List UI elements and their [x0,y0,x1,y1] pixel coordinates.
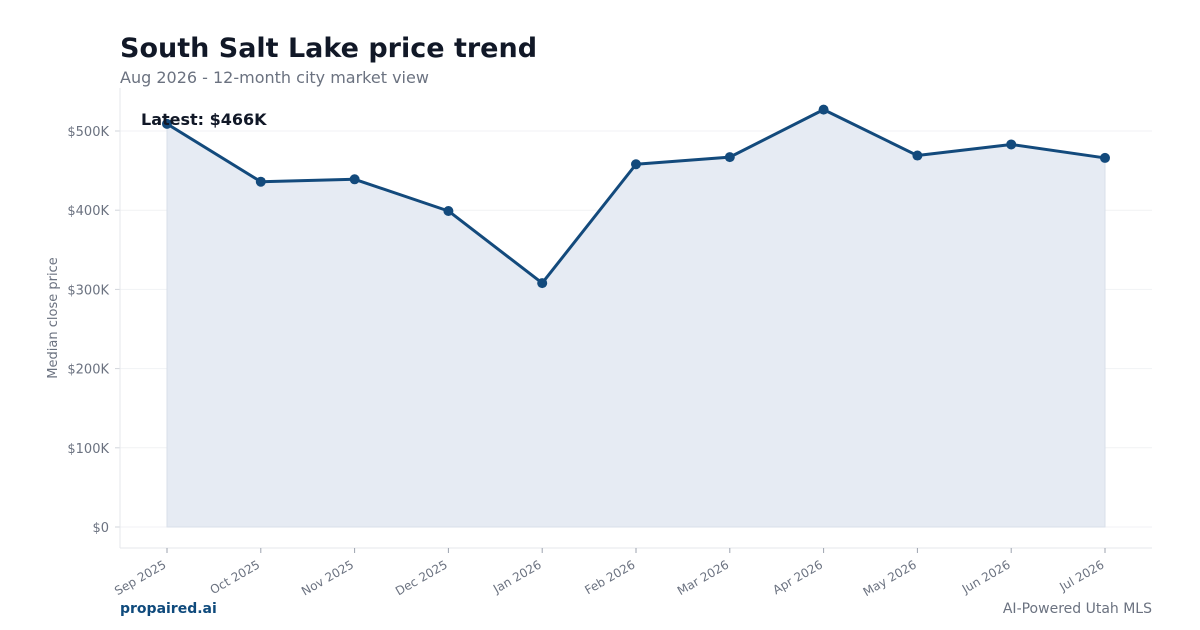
data-points [162,104,1110,289]
data-point[interactable] [818,104,829,115]
data-point[interactable] [912,150,923,161]
x-tick-label: Nov 2025 [299,557,356,598]
x-tick-label: Jun 2026 [959,557,1013,596]
x-tick-label: Jul 2026 [1056,557,1106,594]
y-tick-labels: $0 $100K $200K $300K $400K $500K [67,125,109,536]
x-tick-label: Sep 2025 [112,557,168,598]
chart-subtitle: Aug 2026 - 12-month city market view [120,68,429,87]
data-point[interactable] [537,278,548,289]
data-point[interactable] [1100,152,1110,163]
y-tick-label: $0 [92,521,109,536]
x-tick-label: Mar 2026 [675,557,731,598]
area-fill-layer [166,109,1106,528]
data-point[interactable] [162,118,172,129]
x-tick-label: May 2026 [861,557,919,599]
area-fill [166,109,1106,528]
chart-title: South Salt Lake price trend [120,33,538,64]
y-tick-label: $500K [67,125,109,140]
data-point[interactable] [631,159,641,170]
latest-value-annotation: Latest: $466K [141,110,267,129]
y-tick-label: $100K [67,442,109,457]
x-tick-label: Jan 2026 [490,557,544,596]
data-point[interactable] [255,176,266,187]
axes [115,88,1152,553]
x-tick-labels: Sep 2025 Oct 2025 Nov 2025 Dec 2025 Jan 2026… [112,557,1106,599]
x-tick-label: Dec 2025 [393,557,450,598]
x-tick-label: Oct 2025 [208,557,263,597]
y-axis-label: Median close price [46,257,61,378]
data-point[interactable] [349,174,360,185]
data-point[interactable] [724,152,735,163]
y-tick-label: $200K [67,363,109,378]
y-tick-label: $300K [67,283,109,298]
footer-tagline: AI-Powered Utah MLS [1002,601,1152,617]
data-point[interactable] [1006,139,1017,150]
y-tick-label: $400K [67,204,109,219]
x-tick-label: Feb 2026 [582,557,637,597]
x-tick-label: Apr 2026 [770,557,825,597]
data-point[interactable] [443,205,454,216]
footer-brand[interactable]: propaired.ai [120,601,217,617]
